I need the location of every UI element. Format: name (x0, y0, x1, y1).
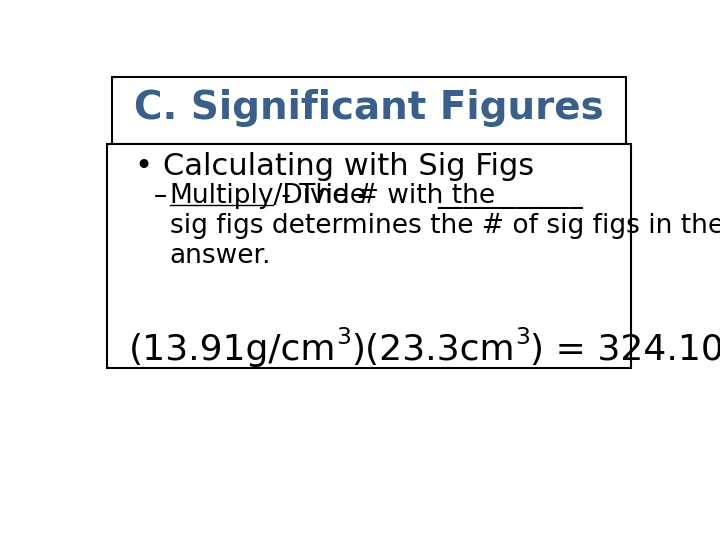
Text: answer.: answer. (170, 243, 271, 269)
Text: Multiply/Divide: Multiply/Divide (170, 183, 366, 209)
FancyBboxPatch shape (107, 144, 631, 368)
Text: –: – (154, 183, 176, 209)
Text: C. Significant Figures: C. Significant Figures (134, 90, 604, 127)
Text: )(23.3cm: )(23.3cm (351, 333, 515, 367)
Text: 3: 3 (336, 326, 351, 349)
Text: • Calculating with Sig Figs: • Calculating with Sig Figs (135, 152, 534, 181)
Text: - The # with the: - The # with the (273, 183, 503, 209)
Text: (13.91g/cm: (13.91g/cm (129, 333, 336, 367)
Text: ) = 324.103g: ) = 324.103g (530, 333, 720, 367)
FancyBboxPatch shape (112, 77, 626, 144)
Text: sig figs determines the # of sig figs in the: sig figs determines the # of sig figs in… (170, 213, 720, 239)
Text: 3: 3 (515, 326, 530, 349)
Text: ___________: ___________ (438, 183, 583, 209)
